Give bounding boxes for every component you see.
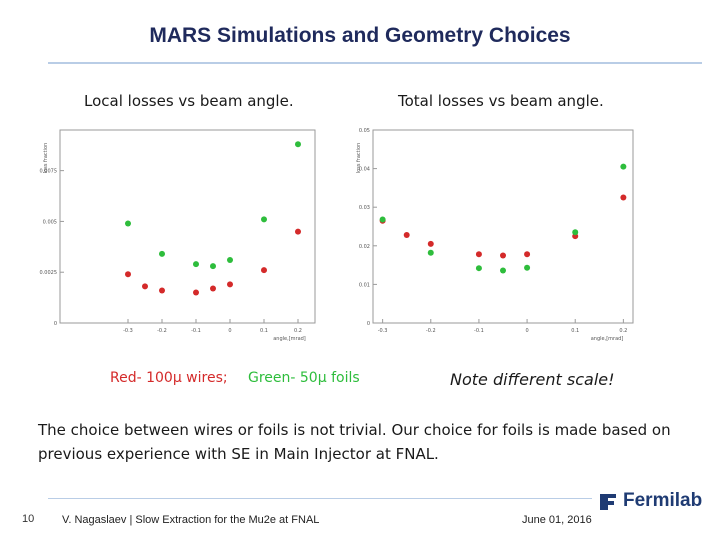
- x-tick-label-0-5: 0.2: [294, 328, 302, 334]
- x-tick-label-1-5: 0.2: [619, 328, 627, 334]
- point-1-1-4: [524, 264, 531, 271]
- chart-title-local: Local losses vs beam angle.: [84, 92, 294, 110]
- point-1-0-1: [403, 231, 410, 238]
- point-0-0-7: [295, 228, 301, 235]
- point-0-0-1: [142, 283, 148, 290]
- chart-title-total: Total losses vs beam angle.: [398, 92, 604, 110]
- plot-frame-1: [372, 129, 634, 324]
- point-1-1-1: [427, 249, 434, 256]
- point-0-1-5: [261, 216, 267, 223]
- x-tick-label-1-3: 0: [525, 328, 528, 334]
- point-0-0-0: [125, 271, 131, 278]
- point-1-0-5: [524, 251, 531, 258]
- point-1-1-2: [475, 265, 482, 272]
- x-tick-label-0-3: 0: [228, 328, 231, 334]
- point-1-0-3: [475, 251, 482, 258]
- x-tick-label-1-0: -0.3: [378, 328, 388, 334]
- y-tick-label-1-2: 0.02: [359, 244, 370, 250]
- x-tick-label-0-2: -0.1: [191, 328, 201, 334]
- y-tick-label-0-1: 0.0025: [40, 270, 58, 276]
- x-axis-label-1: angle,[mrad]: [591, 336, 624, 342]
- y-tick-label-1-4: 0.04: [359, 167, 370, 173]
- point-0-1-2: [193, 261, 199, 268]
- fermilab-icon: [600, 494, 616, 510]
- point-0-0-5: [227, 281, 233, 288]
- footer-text: V. Nagaslaev | Slow Extraction for the M…: [62, 514, 320, 526]
- point-0-1-4: [227, 257, 233, 264]
- y-axis-label-0: loss fraction: [43, 143, 49, 173]
- y-tick-label-1-3: 0.03: [359, 205, 370, 211]
- x-tick-label-0-4: 0.1: [260, 328, 268, 334]
- point-1-1-5: [572, 229, 579, 236]
- footer-divider: [48, 498, 592, 499]
- logo-text: Fermilab: [623, 490, 703, 511]
- x-tick-label-1-4: 0.1: [571, 328, 579, 334]
- y-tick-label-0-3: 0.0075: [40, 169, 58, 175]
- plot-frame-0: [59, 129, 316, 324]
- scale-note: Note different scale!: [450, 370, 615, 389]
- point-1-0-4: [500, 252, 506, 259]
- page-number: 10: [22, 513, 35, 525]
- point-1-0-7: [620, 194, 627, 201]
- x-axis-label-0: angle,[mrad]: [273, 336, 306, 342]
- point-1-0-2: [427, 240, 434, 247]
- x-tick-label-0-1: -0.2: [157, 328, 167, 334]
- footer-date: June 01, 2016: [522, 514, 592, 526]
- legend-green-label: Green- 50μ foils: [248, 370, 360, 386]
- point-0-0-3: [193, 289, 199, 296]
- legend-red: Red- 100μ wires;: [110, 370, 228, 386]
- point-0-0-6: [261, 267, 267, 274]
- point-1-1-0: [379, 216, 386, 223]
- y-tick-label-0-0: 0: [54, 321, 57, 327]
- slide-title: MARS Simulations and Geometry Choices: [149, 24, 571, 47]
- point-0-1-3: [210, 263, 216, 270]
- body-text: The choice between wires or foils is not…: [38, 421, 671, 463]
- y-tick-label-0-2: 0.005: [43, 219, 57, 225]
- title-divider: [48, 62, 702, 64]
- y-tick-label-1-0: 0: [367, 321, 370, 327]
- point-0-1-6: [295, 141, 301, 148]
- point-0-0-4: [210, 285, 216, 292]
- y-axis-label-1: loss fraction: [356, 143, 362, 173]
- legend-green: Green- 50μ foils: [248, 370, 360, 386]
- point-0-1-1: [159, 250, 165, 257]
- point-0-1-0: [125, 220, 131, 227]
- x-tick-label-1-2: -0.1: [474, 328, 484, 334]
- y-tick-label-1-5: 0.05: [359, 128, 370, 134]
- x-tick-label-0-0: -0.3: [123, 328, 133, 334]
- point-1-1-6: [620, 163, 627, 170]
- x-tick-label-1-1: -0.2: [426, 328, 436, 334]
- fermilab-logo: Fermilab: [598, 490, 702, 512]
- point-0-0-2: [159, 287, 165, 294]
- y-tick-label-1-1: 0.01: [359, 282, 370, 288]
- legend-red-label: Red- 100μ wires;: [110, 370, 228, 386]
- point-1-1-3: [500, 267, 506, 274]
